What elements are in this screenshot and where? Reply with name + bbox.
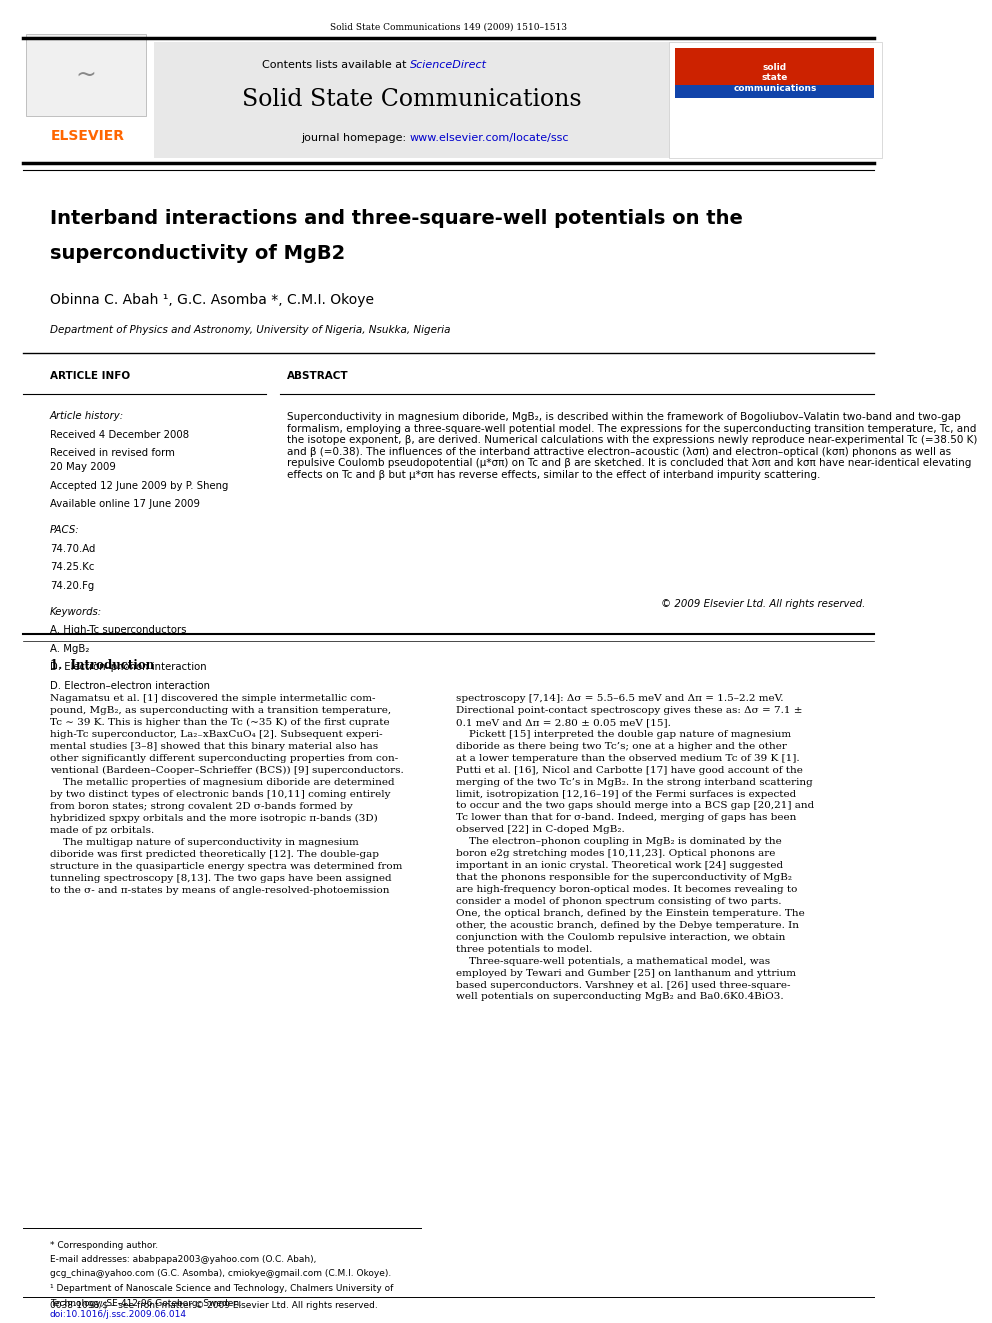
Bar bbox=[676, 85, 874, 98]
Text: ABSTRACT: ABSTRACT bbox=[287, 370, 348, 381]
Text: Interband interactions and three-square-well potentials on the: Interband interactions and three-square-… bbox=[50, 209, 743, 228]
Text: Nagamatsu et al. [1] discovered the simple intermetallic com-
pound, MgB₂, as su: Nagamatsu et al. [1] discovered the simp… bbox=[50, 695, 404, 894]
Text: journal homepage:: journal homepage: bbox=[301, 134, 410, 143]
Text: D. Electron–phonon interaction: D. Electron–phonon interaction bbox=[50, 663, 206, 672]
Text: 74.70.Ad: 74.70.Ad bbox=[50, 544, 95, 554]
Text: spectroscopy [7,14]: Δσ = 5.5–6.5 meV and Δπ = 1.5–2.2 meV.
Directional point-co: spectroscopy [7,14]: Δσ = 5.5–6.5 meV an… bbox=[455, 695, 814, 1002]
Text: ¹ Department of Nanoscale Science and Technology, Chalmers University of: ¹ Department of Nanoscale Science and Te… bbox=[50, 1285, 393, 1293]
Text: Obinna C. Abah ¹, G.C. Asomba *, C.M.I. Okoye: Obinna C. Abah ¹, G.C. Asomba *, C.M.I. … bbox=[50, 292, 374, 307]
Text: Solid State Communications 149 (2009) 1510–1513: Solid State Communications 149 (2009) 15… bbox=[330, 22, 567, 32]
Text: www.elsevier.com/locate/ssc: www.elsevier.com/locate/ssc bbox=[410, 134, 569, 143]
Text: A. MgB₂: A. MgB₂ bbox=[50, 644, 89, 654]
Text: Article history:: Article history: bbox=[50, 411, 124, 421]
Text: Available online 17 June 2009: Available online 17 June 2009 bbox=[50, 499, 199, 509]
Text: 0038-1098/$ – see front matter © 2009 Elsevier Ltd. All rights reserved.: 0038-1098/$ – see front matter © 2009 El… bbox=[50, 1301, 378, 1310]
Text: Contents lists available at: Contents lists available at bbox=[262, 60, 410, 70]
Text: ELSEVIER: ELSEVIER bbox=[51, 130, 125, 143]
Text: solid
state
communications: solid state communications bbox=[733, 64, 816, 93]
Text: ~: ~ bbox=[75, 64, 96, 87]
Text: Received 4 December 2008: Received 4 December 2008 bbox=[50, 430, 188, 439]
Text: Received in revised form: Received in revised form bbox=[50, 448, 175, 458]
Text: Solid State Communications: Solid State Communications bbox=[242, 89, 581, 111]
Text: E-mail addresses: ababpapa2003@yahoo.com (O.C. Abah),: E-mail addresses: ababpapa2003@yahoo.com… bbox=[50, 1256, 316, 1263]
Text: superconductivity of MgB2: superconductivity of MgB2 bbox=[50, 245, 345, 263]
Text: doi:10.1016/j.ssc.2009.06.014: doi:10.1016/j.ssc.2009.06.014 bbox=[50, 1310, 186, 1319]
Text: Accepted 12 June 2009 by P. Sheng: Accepted 12 June 2009 by P. Sheng bbox=[50, 482, 228, 491]
Bar bbox=[676, 98, 874, 152]
Text: ARTICLE INFO: ARTICLE INFO bbox=[50, 370, 130, 381]
Text: gcg_china@yahoo.com (G.C. Asomba), cmiokye@gmail.com (C.M.I. Okoye).: gcg_china@yahoo.com (G.C. Asomba), cmiok… bbox=[50, 1270, 391, 1278]
Text: Technology, SE-412 96 Goteborg, Sweden.: Technology, SE-412 96 Goteborg, Sweden. bbox=[50, 1298, 242, 1307]
Text: D. Electron–electron interaction: D. Electron–electron interaction bbox=[50, 681, 209, 691]
Text: PACS:: PACS: bbox=[50, 525, 79, 536]
Text: ScienceDirect: ScienceDirect bbox=[410, 60, 487, 70]
Bar bbox=[676, 48, 874, 152]
Text: 74.25.Kc: 74.25.Kc bbox=[50, 562, 94, 573]
Text: Department of Physics and Astronomy, University of Nigeria, Nsukka, Nigeria: Department of Physics and Astronomy, Uni… bbox=[50, 325, 450, 335]
Text: © 2009 Elsevier Ltd. All rights reserved.: © 2009 Elsevier Ltd. All rights reserved… bbox=[661, 599, 865, 609]
Text: 20 May 2009: 20 May 2009 bbox=[50, 463, 116, 472]
Bar bbox=[670, 42, 882, 157]
Text: 1.  Introduction: 1. Introduction bbox=[50, 659, 154, 672]
Bar bbox=[26, 34, 146, 116]
Bar bbox=[23, 42, 154, 157]
Text: A. High-Tc superconductors: A. High-Tc superconductors bbox=[50, 626, 186, 635]
Bar bbox=[23, 42, 874, 157]
Text: Superconductivity in magnesium diboride, MgB₂, is described within the framework: Superconductivity in magnesium diboride,… bbox=[287, 411, 977, 480]
Text: Keywords:: Keywords: bbox=[50, 607, 102, 617]
Text: 74.20.Fg: 74.20.Fg bbox=[50, 581, 94, 591]
Text: * Corresponding author.: * Corresponding author. bbox=[50, 1241, 158, 1249]
